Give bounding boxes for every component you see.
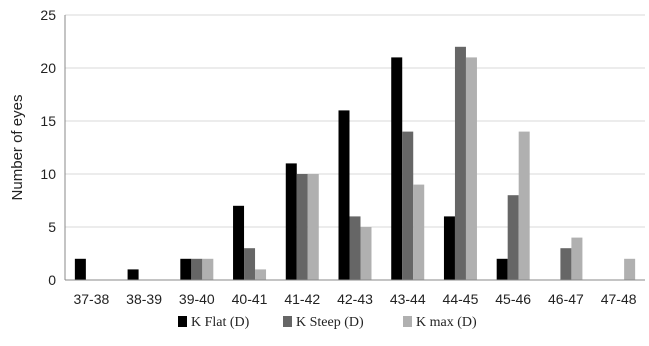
- legend-swatch: [403, 316, 412, 327]
- bar: [285, 163, 297, 280]
- y-tick-label: 5: [48, 219, 56, 235]
- bar: [391, 57, 403, 281]
- bar: [413, 184, 425, 280]
- bar: [624, 258, 636, 280]
- x-tick-label: 45-46: [495, 291, 531, 307]
- legend-swatch: [178, 316, 187, 327]
- y-tick-label: 0: [48, 272, 56, 288]
- bar: [360, 227, 372, 280]
- bar: [349, 216, 361, 280]
- legend: K Flat (D) K Steep (D) K max (D): [178, 315, 477, 330]
- bar: [507, 195, 519, 280]
- bar: [202, 258, 214, 280]
- x-tick-label: 37-38: [73, 291, 109, 307]
- bar: [307, 174, 319, 280]
- bar: [454, 46, 466, 280]
- y-tick-label: 20: [40, 60, 56, 76]
- bar: [255, 269, 267, 280]
- bar: [571, 237, 583, 280]
- bar: [402, 131, 414, 280]
- bars: [74, 46, 636, 281]
- legend-label: K Steep (D): [296, 315, 364, 330]
- x-tick-label: 47-48: [601, 291, 637, 307]
- x-tick-labels: 37-38 38-39 39-40 40-41 41-42 42-43 43-44 44-45…: [73, 291, 636, 307]
- y-tick-label: 25: [40, 7, 56, 23]
- x-tick-label: 39-40: [179, 291, 215, 307]
- bar: [465, 57, 477, 281]
- legend-label: K max (D): [416, 315, 477, 330]
- bar: [560, 248, 572, 280]
- bar: [244, 248, 256, 280]
- bar: [74, 258, 86, 280]
- bar: [496, 258, 508, 280]
- y-axis-label: Number of eyes: [9, 95, 26, 201]
- y-tick-label: 10: [40, 166, 56, 182]
- bar: [443, 216, 455, 280]
- bar: [296, 174, 308, 280]
- x-tick-label: 38-39: [126, 291, 162, 307]
- bar: [518, 131, 530, 280]
- gridlines: [65, 14, 645, 228]
- bar: [233, 205, 245, 280]
- y-tick-labels: 0 5 10 15 20 25: [40, 7, 56, 288]
- bar: [338, 110, 350, 281]
- bar: [180, 258, 192, 280]
- x-tick-label: 43-44: [390, 291, 426, 307]
- x-tick-label: 46-47: [548, 291, 584, 307]
- legend-label: K Flat (D): [191, 315, 250, 330]
- bar: [191, 258, 203, 280]
- bar: [127, 269, 139, 280]
- legend-swatch: [283, 316, 292, 327]
- x-tick-label: 42-43: [337, 291, 373, 307]
- x-tick-label: 40-41: [232, 291, 268, 307]
- x-tick-label: 44-45: [443, 291, 479, 307]
- x-tick-label: 41-42: [284, 291, 320, 307]
- y-tick-label: 15: [40, 113, 56, 129]
